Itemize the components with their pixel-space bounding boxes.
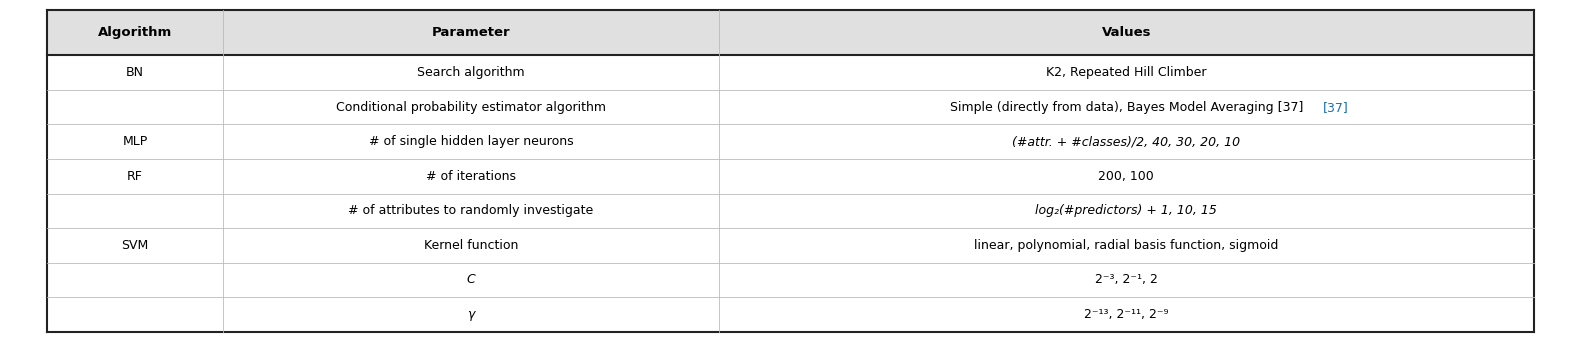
- Text: Search algorithm: Search algorithm: [417, 66, 525, 79]
- Bar: [47, 263, 223, 297]
- Bar: [223, 10, 719, 55]
- Bar: [47, 55, 223, 90]
- Bar: [47, 159, 223, 194]
- Bar: [47, 228, 223, 263]
- Bar: [223, 124, 719, 159]
- Bar: [719, 55, 1534, 90]
- Text: Parameter: Parameter: [432, 26, 511, 39]
- Text: K2, Repeated Hill Climber: K2, Repeated Hill Climber: [1047, 66, 1206, 79]
- Text: Kernel function: Kernel function: [424, 239, 519, 252]
- Bar: [223, 194, 719, 228]
- Bar: [719, 10, 1534, 55]
- Text: BN: BN: [126, 66, 144, 79]
- Text: RF: RF: [126, 170, 142, 183]
- Text: Conditional probability estimator algorithm: Conditional probability estimator algori…: [337, 101, 606, 114]
- Bar: [47, 90, 223, 124]
- Bar: [719, 228, 1534, 263]
- Text: MLP: MLP: [122, 135, 147, 148]
- Text: 2⁻³, 2⁻¹, 2: 2⁻³, 2⁻¹, 2: [1096, 273, 1157, 286]
- Text: # of attributes to randomly investigate: # of attributes to randomly investigate: [348, 204, 593, 217]
- Bar: [223, 90, 719, 124]
- Text: (#attr. + #classes)/2, 40, 30, 20, 10: (#attr. + #classes)/2, 40, 30, 20, 10: [1012, 135, 1241, 148]
- Bar: [47, 10, 223, 55]
- Bar: [47, 194, 223, 228]
- Text: log₂(#predictors) + 1, 10, 15: log₂(#predictors) + 1, 10, 15: [1036, 204, 1217, 217]
- Text: Simple (directly from data), Bayes Model Averaging [37]: Simple (directly from data), Bayes Model…: [950, 101, 1303, 114]
- Bar: [719, 159, 1534, 194]
- Bar: [719, 124, 1534, 159]
- Text: Values: Values: [1102, 26, 1151, 39]
- Bar: [223, 263, 719, 297]
- Text: Algorithm: Algorithm: [98, 26, 172, 39]
- Bar: [47, 297, 223, 332]
- Text: γ: γ: [468, 308, 474, 321]
- Bar: [223, 228, 719, 263]
- Text: SVM: SVM: [122, 239, 149, 252]
- Text: 200, 100: 200, 100: [1099, 170, 1154, 183]
- Bar: [719, 263, 1534, 297]
- Bar: [719, 297, 1534, 332]
- Text: [37]: [37]: [1323, 101, 1349, 114]
- Text: 2⁻¹³, 2⁻¹¹, 2⁻⁹: 2⁻¹³, 2⁻¹¹, 2⁻⁹: [1085, 308, 1168, 321]
- Text: # of iterations: # of iterations: [425, 170, 515, 183]
- Text: Simple (directly from data), Bayes Model Averaging [37]: Simple (directly from data), Bayes Model…: [950, 101, 1303, 114]
- Text: # of single hidden layer neurons: # of single hidden layer neurons: [368, 135, 574, 148]
- Bar: [223, 297, 719, 332]
- Bar: [719, 90, 1534, 124]
- Bar: [47, 124, 223, 159]
- Bar: [719, 194, 1534, 228]
- Text: C: C: [466, 273, 476, 286]
- Bar: [223, 55, 719, 90]
- Text: linear, polynomial, radial basis function, sigmoid: linear, polynomial, radial basis functio…: [974, 239, 1279, 252]
- Bar: [223, 159, 719, 194]
